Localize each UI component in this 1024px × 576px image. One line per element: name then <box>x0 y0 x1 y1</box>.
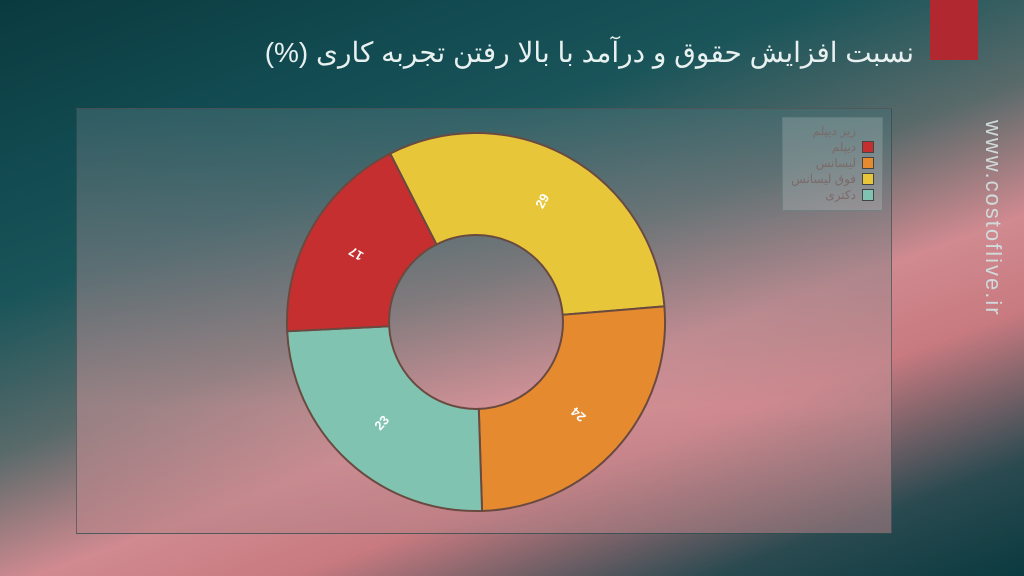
donut-slice <box>390 133 664 315</box>
legend-row: دیپلم <box>791 140 874 154</box>
legend-row: لیسانس <box>791 156 874 170</box>
legend-row: فوق لیسانس <box>791 172 874 186</box>
page-title: نسبت افزایش حقوق و درآمد با بالا رفتن تج… <box>120 36 914 69</box>
donut-slice <box>479 306 665 511</box>
legend-row: زیر دیپلم <box>791 124 874 138</box>
legend-label: زیر دیپلم <box>813 124 856 138</box>
legend-label: دکتری <box>825 188 856 202</box>
donut-chart: 29242317 <box>277 123 675 521</box>
legend-swatch <box>862 189 874 201</box>
accent-bar <box>930 0 978 60</box>
legend-swatch <box>862 157 874 169</box>
legend-row: دکتری <box>791 188 874 202</box>
legend: زیر دیپلم دیپلم لیسانس فوق لیسانس دکتری <box>782 117 883 211</box>
donut-svg: 29242317 <box>277 123 675 521</box>
legend-swatch <box>862 125 874 137</box>
legend-swatch <box>862 173 874 185</box>
legend-label: لیسانس <box>816 156 856 170</box>
legend-swatch <box>862 141 874 153</box>
chart-panel: 29242317 زیر دیپلم دیپلم لیسانس فوق لیسانس د… <box>76 108 892 534</box>
legend-label: فوق لیسانس <box>791 172 856 186</box>
watermark-url: www.costoflive.ir <box>980 120 1006 317</box>
legend-label: دیپلم <box>832 140 856 154</box>
